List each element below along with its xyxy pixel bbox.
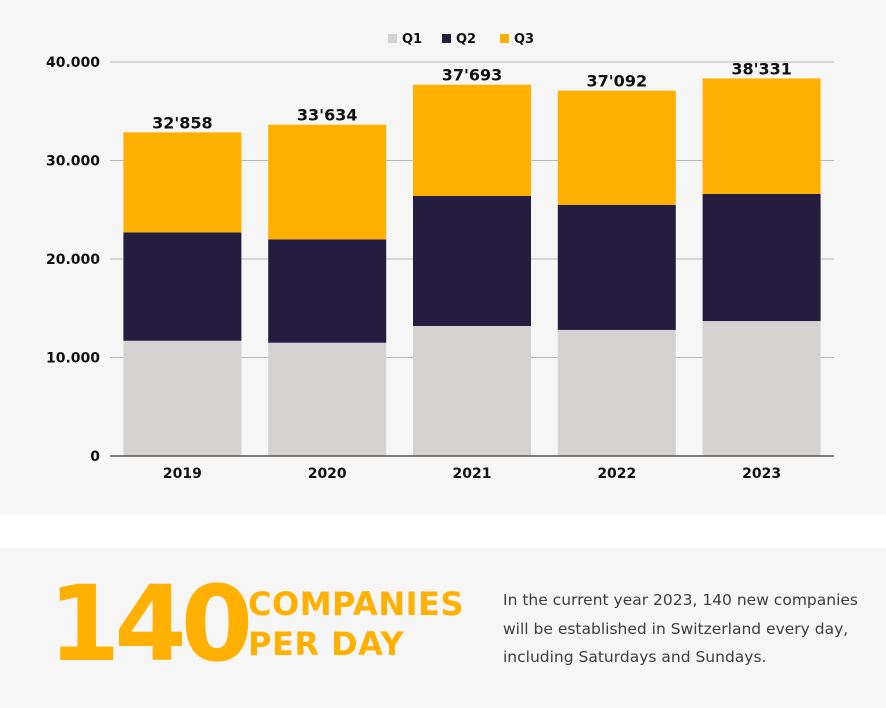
companies-per-day-number: 140	[48, 563, 253, 685]
stat-panel: 140 COMPANIES PER DAY In the current yea…	[0, 548, 886, 708]
companies-per-day-headline: COMPANIES PER DAY	[248, 584, 464, 664]
stacked-bar-chart: 0 10.000 20.000 30.000 40.000 32'858 2019 33'63…	[46, 32, 834, 482]
bar-q3-2021	[413, 84, 531, 196]
legend-label-q1: Q1	[402, 32, 422, 47]
bar-q3-2019	[123, 132, 242, 233]
x-tick-label: 2019	[163, 466, 202, 482]
y-tick-label: 40.000	[46, 55, 100, 71]
legend-label-q3: Q3	[514, 32, 534, 47]
total-data-label: 33'634	[297, 106, 358, 125]
chart-panel: 0 10.000 20.000 30.000 40.000 32'858 2019 33'63…	[45, 32, 834, 482]
description-line-2: will be established in Switzerland every…	[503, 619, 849, 638]
x-tick-label: 2022	[597, 466, 636, 482]
bar-q2-2020	[268, 239, 387, 343]
bar-q1-2023	[702, 321, 821, 456]
total-data-label: 37'693	[442, 66, 503, 85]
x-tick-label: 2020	[308, 466, 347, 482]
y-tick-label: 10.000	[46, 351, 100, 367]
y-tick-label: 20.000	[46, 252, 100, 268]
y-tick-label: 0	[90, 449, 100, 465]
legend-swatch-q2	[442, 34, 451, 43]
legend-swatch-q1	[388, 34, 397, 43]
bar-q1-2021	[413, 325, 531, 456]
bar-q2-2022	[557, 204, 676, 330]
headline-line-2: PER DAY	[248, 625, 405, 663]
total-data-label: 32'858	[152, 113, 213, 132]
bar-q1-2020	[268, 342, 387, 456]
y-tick-label: 30.000	[46, 154, 100, 170]
legend-swatch-q3	[500, 34, 509, 43]
legend-label-q2: Q2	[456, 32, 476, 47]
description-line-3: including Saturdays and Sundays.	[503, 648, 767, 666]
bar-q2-2023	[702, 193, 821, 322]
x-tick-label: 2023	[742, 466, 781, 482]
bar-q3-2023	[702, 78, 821, 194]
bar-q2-2019	[123, 232, 242, 341]
bar-q3-2022	[557, 90, 676, 205]
total-data-label: 37'092	[587, 72, 648, 91]
bar-q3-2020	[268, 124, 387, 240]
headline-line-1: COMPANIES	[248, 585, 464, 623]
x-tick-label: 2021	[453, 466, 492, 482]
bar-q1-2019	[123, 340, 242, 456]
description-line-1: In the current year 2023, 140 new compan…	[503, 591, 858, 609]
stat-description: In the current year 2023, 140 new compan…	[503, 586, 873, 672]
bar-q1-2022	[557, 329, 676, 456]
bar-q2-2021	[413, 195, 531, 326]
total-data-label: 38'331	[731, 59, 792, 78]
